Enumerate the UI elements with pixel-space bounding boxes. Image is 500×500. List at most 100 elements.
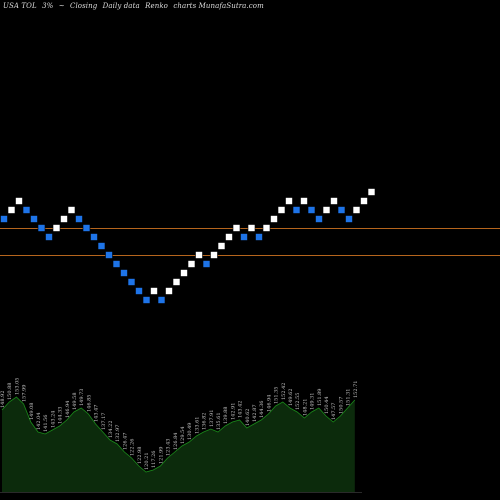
- renko-brick-down: [105, 251, 113, 259]
- renko-brick-down: [127, 278, 136, 286]
- volume-price-label: 152.71: [353, 381, 359, 399]
- renko-brick-up: [187, 260, 196, 268]
- volume-price-label: 142.87: [252, 405, 258, 423]
- renko-brick-up: [300, 197, 308, 205]
- volume-price-label: 143.47: [94, 405, 100, 423]
- renko-brick-up: [150, 287, 158, 295]
- symbol-label: USA TOL: [3, 2, 37, 10]
- renko-brick-up: [195, 251, 203, 259]
- renko-brick-down: [307, 206, 316, 214]
- volume-price-label: 130.49: [187, 423, 193, 441]
- renko-brick-up: [180, 269, 188, 277]
- volume-price-label: 148.21: [302, 399, 308, 417]
- volume-price-label: 141.56: [43, 415, 49, 433]
- daily-label: Daily data: [102, 2, 140, 10]
- volume-price-label: 152.55: [295, 393, 301, 411]
- renko-brick-down: [82, 224, 91, 232]
- volume-price-label: 149.58: [72, 393, 78, 411]
- volume-price-label: 126.84: [173, 433, 179, 451]
- volume-price-label: 139.88: [223, 407, 229, 425]
- volume-price-label: 146.85: [86, 395, 92, 413]
- renko-brick-up: [247, 224, 256, 232]
- chart-header: USA TOL 3% ~ Closing Daily data Renko ch…: [3, 2, 267, 10]
- renko-brick-up: [210, 251, 218, 259]
- renko-brick-down: [37, 224, 46, 232]
- volume-price-label: 150.44: [324, 397, 330, 415]
- renko-brick-down: [75, 215, 83, 223]
- renko-brick-down: [292, 206, 301, 214]
- volume-price-label: 129.54: [180, 427, 186, 445]
- volume-price-label: 142.04: [36, 413, 42, 431]
- renko-brick-up: [285, 197, 293, 205]
- volume-price-label: 126.47: [122, 433, 128, 451]
- charts-label: charts MunafaSutra.com: [173, 2, 264, 10]
- renko-brick-down: [22, 206, 31, 214]
- renko-brick-down: [240, 233, 248, 241]
- renko-brick-up: [225, 233, 233, 241]
- renko-brick-down: [255, 233, 263, 241]
- volume-price-label: 120.21: [144, 453, 150, 471]
- volume-price-label: 153.05: [14, 378, 20, 396]
- volume-price-label: 151.31: [346, 389, 352, 407]
- renko-brick-up: [52, 224, 61, 232]
- renko-brick-up: [165, 287, 173, 295]
- renko-brick-down: [45, 233, 53, 241]
- volume-price-label: 143.42: [238, 401, 244, 419]
- tilde-label: ~: [58, 2, 65, 10]
- renko-label: Renko: [145, 2, 168, 10]
- volume-price-label: 151.35: [274, 387, 280, 405]
- renko-brick-up: [262, 224, 271, 232]
- renko-brick-down: [30, 215, 38, 223]
- renko-brick-down: [315, 215, 323, 223]
- renko-brick-up: [277, 206, 286, 214]
- volume-price-label: 149.62: [288, 389, 294, 407]
- renko-brick-up: [67, 206, 76, 214]
- volume-price-label: 147.57: [331, 403, 337, 421]
- renko-brick-up: [360, 197, 368, 205]
- closing-label: Closing: [70, 2, 98, 10]
- volume-price-label: 133.61: [194, 417, 200, 435]
- volume-price-label: 150.57: [338, 397, 344, 415]
- volume-price-label: 136.82: [202, 413, 208, 431]
- volume-price-label: 140.62: [245, 409, 251, 427]
- volume-price-label: 146.94: [266, 395, 272, 413]
- volume-price-label: 143.24: [50, 411, 56, 429]
- renko-brick-down: [90, 233, 98, 241]
- renko-brick-up: [7, 206, 16, 214]
- renko-brick-up: [322, 206, 331, 214]
- renko-brick-up: [217, 242, 226, 250]
- volume-price-label: 150.88: [7, 383, 13, 401]
- volume-price-label: 149.08: [29, 403, 35, 421]
- volume-price-label: 152.42: [281, 383, 287, 401]
- volume-price-label: 122.26: [130, 439, 136, 457]
- volume-price-label: 149.31: [310, 393, 316, 411]
- volume-price-label: 157.99: [22, 385, 28, 403]
- renko-brick-down: [157, 296, 166, 304]
- volume-price-label: 134.22: [108, 421, 114, 439]
- volume-price-label: 148.92: [0, 391, 6, 409]
- pct-label: 3%: [42, 2, 54, 10]
- volume-price-label: 137.91: [209, 410, 215, 428]
- volume-outline: [1, 396, 356, 473]
- volume-price-label: 121.99: [158, 447, 164, 465]
- volume-price-label: 144.33: [58, 407, 64, 425]
- renko-brick-up: [352, 206, 361, 214]
- renko-brick-up: [172, 278, 181, 286]
- renko-brick-up: [270, 215, 278, 223]
- renko-brick-down: [142, 296, 151, 304]
- volume-area: [2, 397, 355, 492]
- renko-brick-up: [367, 188, 376, 196]
- renko-brick-down: [0, 215, 8, 223]
- renko-brick-up: [60, 215, 68, 223]
- renko-brick-up: [232, 224, 241, 232]
- volume-price-label: 122.98: [137, 447, 143, 465]
- renko-brick-up: [330, 197, 338, 205]
- renko-brick-down: [97, 242, 106, 250]
- volume-price-label: 149.73: [79, 389, 85, 407]
- volume-price-label: 142.91: [230, 403, 236, 421]
- volume-price-label: 146.94: [65, 401, 71, 419]
- volume-price-label: 132.97: [115, 425, 121, 443]
- renko-brick-down: [112, 260, 121, 268]
- volume-price-label: 117.26: [151, 451, 157, 469]
